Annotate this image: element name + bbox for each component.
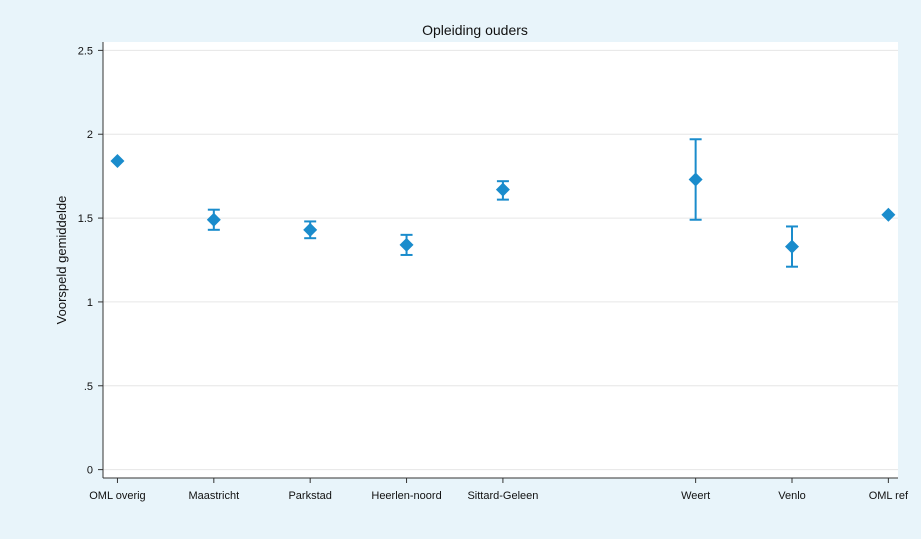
y-tick-label: 1.5	[78, 213, 93, 225]
x-tick-label: OML overig	[89, 490, 145, 502]
data-point-diamond	[785, 239, 799, 254]
axes	[102, 42, 898, 479]
x-tick-label: Maastricht	[188, 490, 239, 502]
y-axis-ticks: 0 .5 1 1.5 2 2.5	[78, 45, 103, 477]
data-point-diamond	[688, 172, 703, 187]
y-tick-label: 2.5	[78, 45, 93, 57]
gridlines	[103, 49, 898, 471]
data-markers	[110, 154, 896, 254]
data-point-diamond	[110, 154, 125, 169]
data-point-diamond	[881, 207, 896, 222]
plot-area	[103, 42, 898, 478]
data-point-diamond	[303, 222, 318, 237]
x-tick-label: Sittard-Geleen	[467, 490, 538, 502]
y-tick-label: .5	[84, 381, 93, 393]
data-point-diamond	[206, 212, 221, 227]
x-tick-label: Weert	[681, 490, 710, 502]
chart-title: Opleiding ouders	[422, 22, 528, 38]
x-tick-label: OML ref	[869, 490, 909, 502]
data-point-diamond	[495, 182, 510, 197]
x-tick-label: Venlo	[778, 490, 806, 502]
x-axis-ticks: OML overig Maastricht Parkstad Heerlen-noor…	[89, 478, 909, 502]
x-tick-label: Parkstad	[288, 490, 331, 502]
x-tick-label: Heerlen-noord	[371, 490, 441, 502]
y-tick-label: 1	[87, 297, 93, 309]
data-point-diamond	[399, 237, 414, 252]
y-tick-label: 2	[87, 129, 93, 141]
y-axis-title: Voorspeld gemiddelde	[54, 196, 69, 325]
y-tick-label: 0	[87, 465, 93, 477]
